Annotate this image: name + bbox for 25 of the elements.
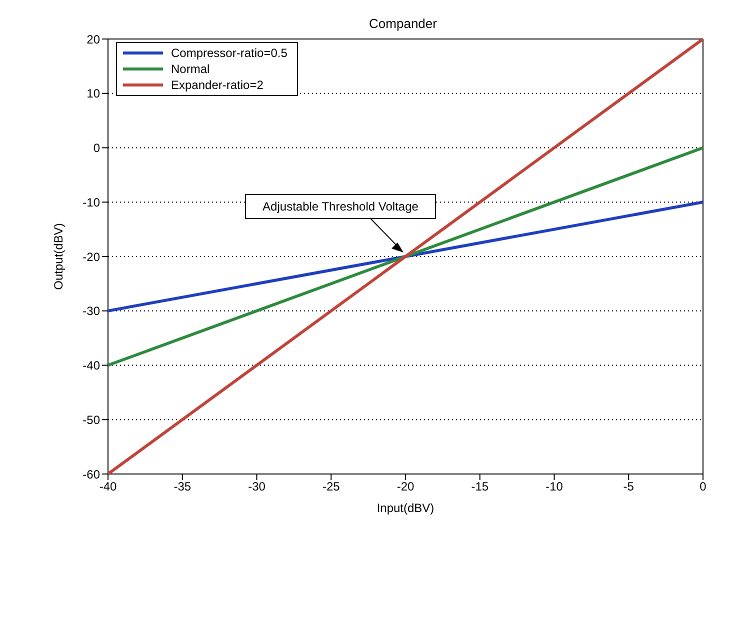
x-axis-title: Input(dBV) [376, 501, 434, 515]
y-axis-title: Output(dBV) [51, 223, 66, 290]
y-tick-label: 0 [93, 141, 100, 156]
annotation: Adjustable Threshold Voltage [262, 200, 419, 214]
y-tick-label: -60 [82, 467, 100, 482]
x-tick-label: -35 [174, 480, 192, 494]
chart-title: Compander [368, 16, 438, 31]
y-tick-label: -20 [82, 250, 100, 264]
y-tick-label: -50 [82, 412, 100, 427]
y-tick-label: -10 [82, 195, 100, 210]
y-tick-label: -30 [82, 304, 100, 318]
x-tick-label: -10 [546, 480, 564, 494]
x-tick-label: -40 [99, 480, 117, 494]
y-tick-label: -40 [82, 358, 100, 373]
legend-label: Compressor-ratio=0.5 [171, 45, 288, 61]
legend-label: Expander-ratio=2 [171, 77, 264, 93]
x-tick-label: -15 [471, 480, 489, 494]
y-tick-label: 20 [86, 32, 100, 46]
x-tick-label: -20 [396, 480, 414, 494]
x-tick-label: -5 [623, 480, 634, 494]
x-tick-label: 0 [700, 480, 707, 494]
x-tick-label: -30 [248, 480, 266, 494]
legend-label: Normal [171, 61, 210, 77]
x-tick-label: -25 [322, 480, 340, 494]
y-tick-label: 10 [86, 86, 100, 101]
